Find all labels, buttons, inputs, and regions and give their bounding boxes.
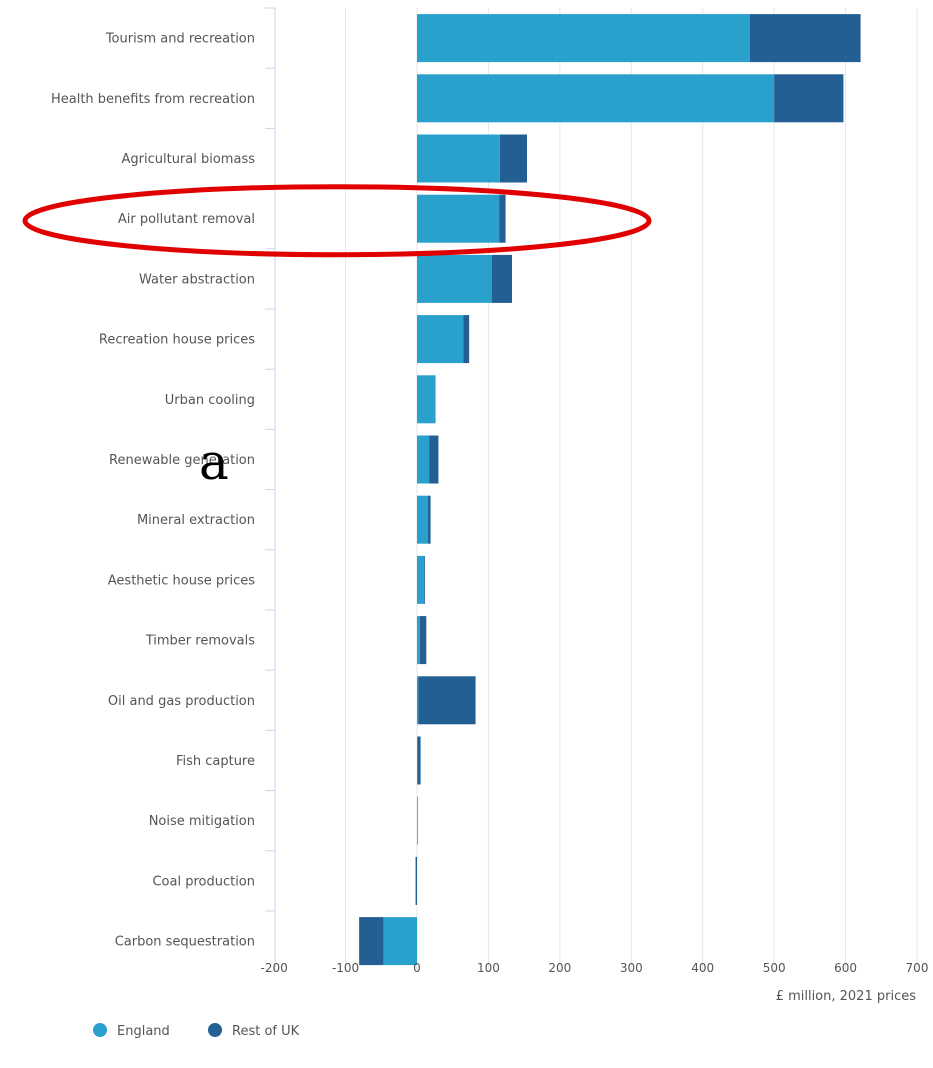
legend-marker <box>93 1023 107 1037</box>
x-tick-label: 600 <box>834 961 857 975</box>
highlight-annotation <box>22 184 652 258</box>
bar-rest-of-uk-3 <box>499 194 506 243</box>
category-label: Mineral extraction <box>137 513 255 528</box>
bar-england-9 <box>417 555 425 604</box>
x-tick-label: -200 <box>261 961 288 975</box>
bar-england-7 <box>417 435 430 484</box>
bar-rest-of-uk-1 <box>774 74 844 123</box>
x-tick-label: 200 <box>548 961 571 975</box>
x-tick-label: 700 <box>906 961 929 975</box>
bar-rest-of-uk-7 <box>429 435 439 484</box>
x-tick-label: 0 <box>413 961 421 975</box>
category-label: Water abstraction <box>139 272 255 287</box>
category-label: Aesthetic house prices <box>108 573 255 588</box>
bar-england-12 <box>417 736 418 785</box>
category-label: Coal production <box>152 874 255 889</box>
bar-england-15 <box>383 917 417 966</box>
bar-rest-of-uk-12 <box>417 736 421 785</box>
bar-rest-of-uk-11 <box>418 676 476 725</box>
category-label: Tourism and recreation <box>105 32 255 47</box>
bar-rest-of-uk-2 <box>499 134 528 183</box>
bar-england-0 <box>417 14 750 63</box>
bar-rest-of-uk-8 <box>427 495 431 544</box>
legend-marker <box>208 1023 222 1037</box>
y-axis <box>265 7 276 972</box>
bar-england-1 <box>417 74 775 123</box>
highlight-ellipse <box>22 184 652 258</box>
category-labels: Tourism and recreation Health benefits fr… <box>51 32 255 950</box>
category-label: Oil and gas production <box>108 694 255 709</box>
bar-rest-of-uk-0 <box>749 14 861 63</box>
category-label: Timber removals <box>145 634 255 649</box>
category-label: Noise mitigation <box>149 814 255 829</box>
bar-rest-of-uk-4 <box>492 254 513 303</box>
bar-england-11 <box>417 676 419 725</box>
bar-england-4 <box>417 254 493 303</box>
bar-rest-of-uk-14 <box>415 856 417 905</box>
x-tick-label: -100 <box>332 961 359 975</box>
x-tick-label: 500 <box>763 961 786 975</box>
category-label: Fish capture <box>176 754 255 769</box>
category-label: Air pollutant removal <box>118 212 255 227</box>
category-label: Recreation house prices <box>99 333 255 348</box>
bar-rest-of-uk-15 <box>359 917 384 966</box>
stray-letter: a <box>199 433 229 491</box>
x-axis-title: £ million, 2021 prices <box>776 989 917 1004</box>
bar-england-6 <box>417 375 436 424</box>
category-label: Renewable generation <box>109 453 255 468</box>
bar-england-2 <box>417 134 500 183</box>
bar-england-8 <box>417 495 428 544</box>
category-label: Urban cooling <box>165 393 255 408</box>
category-label: Agricultural biomass <box>122 152 256 167</box>
category-label: Health benefits from recreation <box>51 92 255 107</box>
x-tick-labels: -200 -100 0 100 200 300 400 500 600 700 <box>261 961 929 975</box>
bar-rest-of-uk-9 <box>424 555 425 604</box>
bar-rest-of-uk-10 <box>419 616 427 665</box>
category-label: Carbon sequestration <box>115 935 255 950</box>
x-tick-label: 100 <box>477 961 500 975</box>
bar-england-3 <box>417 194 500 243</box>
legend: England Rest of UK <box>93 1023 300 1039</box>
bar-england-5 <box>417 315 464 364</box>
bar-england-13 <box>417 796 418 845</box>
bar-rest-of-uk-5 <box>463 315 470 364</box>
bar-england-10 <box>417 616 420 665</box>
legend-label: England <box>117 1024 170 1039</box>
bars <box>359 14 861 966</box>
x-tick-label: 300 <box>620 961 643 975</box>
x-tick-label: 400 <box>691 961 714 975</box>
legend-label: Rest of UK <box>232 1024 300 1039</box>
